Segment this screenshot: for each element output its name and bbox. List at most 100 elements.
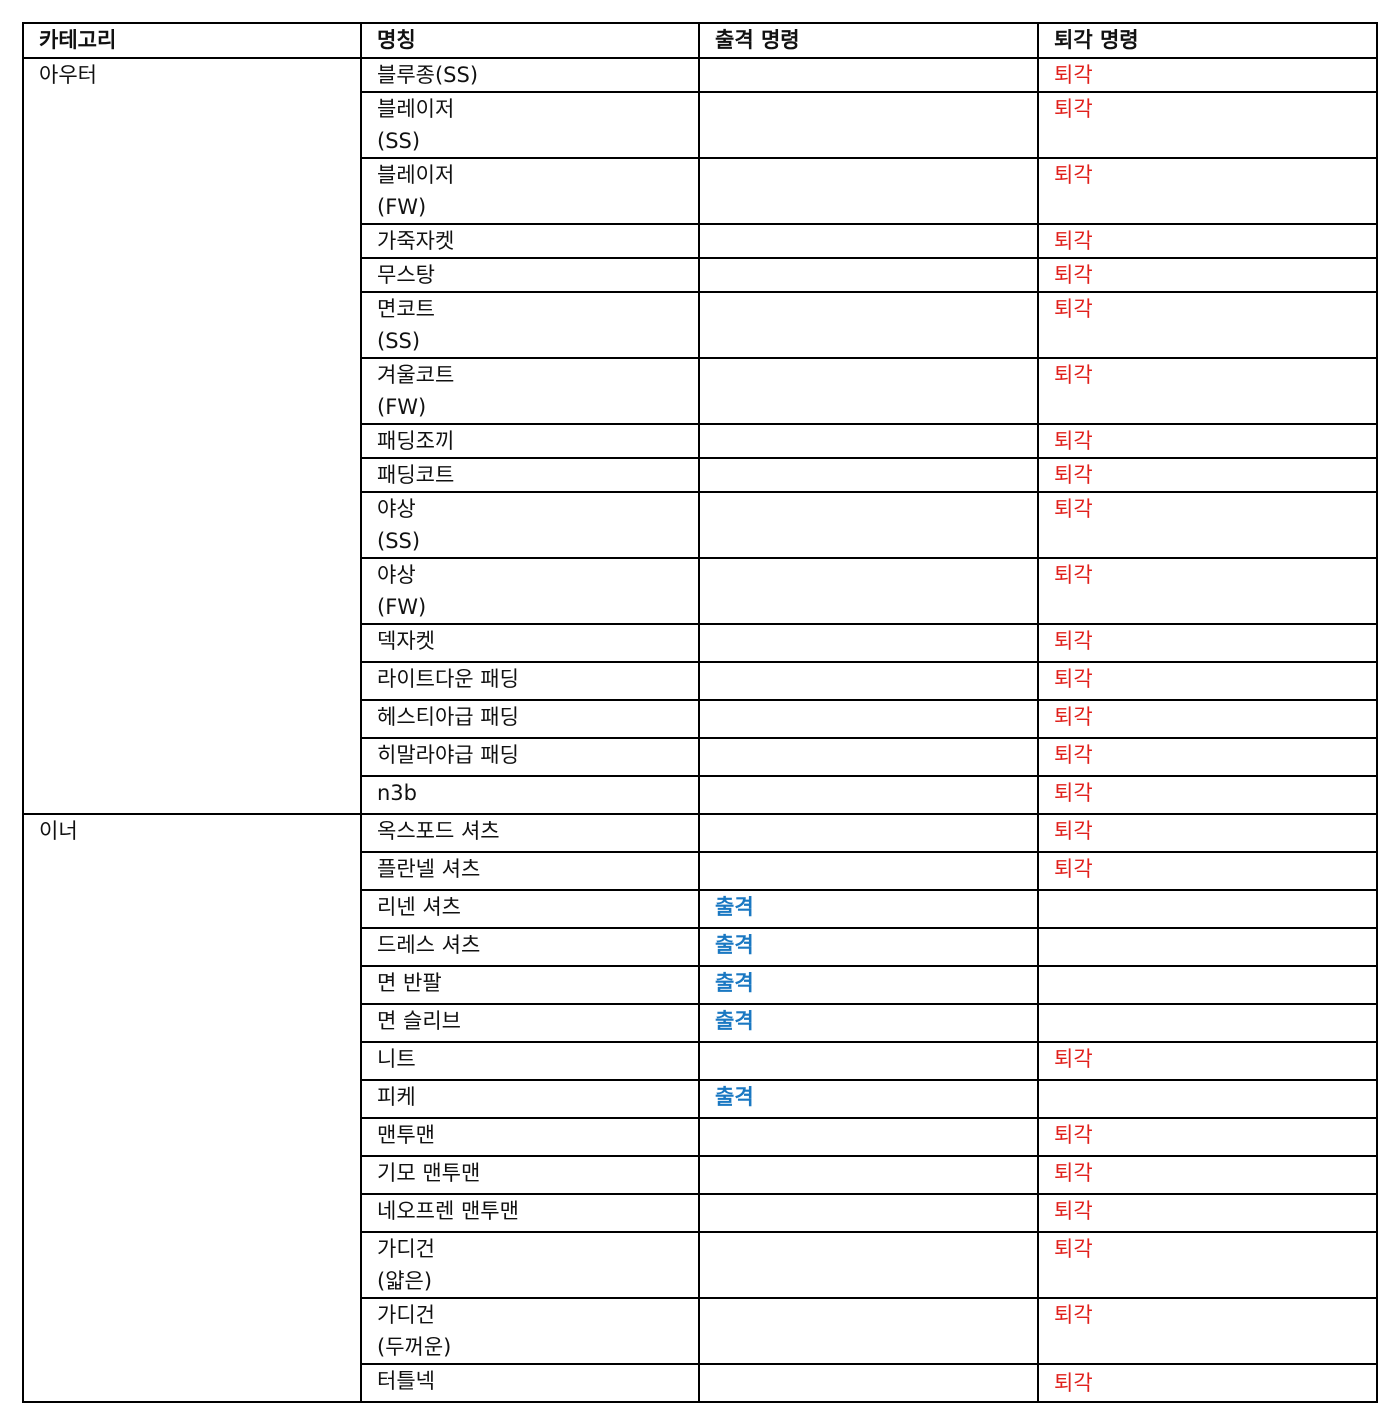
deploy-command-cell	[698, 291, 1039, 359]
category-cell: 아우터	[22, 57, 362, 815]
table-row: 패딩조끼 퇴각	[23, 423, 1378, 459]
table-row: 니트 퇴각	[23, 1041, 1378, 1081]
item-name-line: 맨투맨	[377, 1123, 435, 1147]
retire-command-cell: 퇴각	[1037, 291, 1378, 359]
retire-command-cell: 퇴각	[1037, 157, 1378, 225]
table-header-row: 카테고리 명칭 출격 명령 퇴각 명령	[22, 22, 1378, 59]
table-row: 헤스티아급 패딩 퇴각	[23, 699, 1378, 739]
table-row: 히말라야급 패딩 퇴각	[23, 737, 1378, 777]
item-name-line: 터틀넥	[377, 1369, 435, 1393]
item-name-cell: 겨울코트 (FW)	[360, 357, 700, 425]
retire-label: 퇴각	[1054, 781, 1093, 805]
item-name-cell: n3b	[360, 775, 700, 815]
retire-label: 퇴각	[1054, 297, 1093, 321]
retire-label: 퇴각	[1054, 563, 1093, 587]
item-name-cell: 옥스포드 셔츠	[360, 813, 700, 853]
item-name-cell: 가죽자켓	[360, 223, 700, 259]
item-name-line: 피케	[377, 1085, 416, 1109]
item-name-line: 겨울코트	[377, 363, 455, 387]
retire-command-cell: 퇴각	[1037, 775, 1378, 815]
table-row: 네오프렌 맨투맨 퇴각	[23, 1193, 1378, 1233]
table-row: 덱자켓 퇴각	[23, 623, 1378, 663]
item-name-line: (FW)	[377, 395, 427, 419]
table-row: 아우터 블루종(SS) 퇴각	[22, 57, 1378, 815]
deploy-command-cell: 출격	[698, 1003, 1039, 1043]
table-row: 무스탕 퇴각	[23, 257, 1378, 293]
item-name-line: 블레이저	[377, 97, 455, 121]
retire-label: 퇴각	[1054, 1199, 1093, 1223]
retire-label: 퇴각	[1054, 1047, 1093, 1071]
header-name: 명칭	[360, 22, 700, 59]
retire-label: 퇴각	[1054, 857, 1093, 881]
deploy-command-cell	[698, 423, 1039, 459]
item-name-line: 네오프렌 맨투맨	[377, 1199, 519, 1223]
deploy-command-cell	[698, 1041, 1039, 1081]
deploy-label: 출격	[715, 1085, 754, 1109]
item-name-cell: 면 반팔	[360, 965, 700, 1005]
table-row: 드레스 셔츠 출격	[23, 927, 1378, 967]
item-name-cell: 피케	[360, 1079, 700, 1119]
table-row: 가죽자켓 퇴각	[23, 223, 1378, 259]
item-name-line: 히말라야급 패딩	[377, 743, 519, 767]
deploy-command-cell	[698, 57, 1039, 93]
retire-command-cell: 퇴각	[1037, 661, 1378, 701]
deploy-command-cell	[698, 851, 1039, 891]
table-row: 기모 맨투맨 퇴각	[23, 1155, 1378, 1195]
deploy-command-cell	[698, 491, 1039, 559]
retire-label: 퇴각	[1054, 1303, 1093, 1327]
deploy-command-cell	[698, 737, 1039, 777]
retire-command-cell: 퇴각	[1037, 1155, 1378, 1195]
deploy-command-cell	[698, 357, 1039, 425]
header-category: 카테고리	[22, 22, 362, 59]
deploy-command-cell	[698, 457, 1039, 493]
retire-command-cell: 퇴각	[1037, 699, 1378, 739]
item-name-line: (SS)	[377, 329, 421, 353]
item-name-line: 기모 맨투맨	[377, 1161, 481, 1185]
item-name-line: 헤스티아급 패딩	[377, 705, 519, 729]
deploy-command-cell	[698, 257, 1039, 293]
deploy-command-cell: 출격	[698, 927, 1039, 967]
item-name-cell: 블레이저 (FW)	[360, 157, 700, 225]
retire-command-cell: 퇴각	[1037, 57, 1378, 93]
item-name-line: 플란넬 셔츠	[377, 857, 481, 881]
retire-command-cell: 퇴각	[1037, 851, 1378, 891]
item-name-line: 면코트	[377, 297, 435, 321]
item-name-line: 야상	[377, 563, 416, 587]
item-name-cell: 드레스 셔츠	[360, 927, 700, 967]
table-row: 야상 (FW) 퇴각	[23, 557, 1378, 625]
item-name-cell: 야상 (SS)	[360, 491, 700, 559]
item-name-cell: 플란넬 셔츠	[360, 851, 700, 891]
deploy-command-cell	[698, 699, 1039, 739]
deploy-command-cell	[698, 1297, 1039, 1365]
retire-command-cell: 퇴각	[1037, 623, 1378, 663]
retire-command-cell	[1037, 1003, 1378, 1043]
retire-label: 퇴각	[1054, 1161, 1093, 1185]
deploy-command-cell	[698, 1117, 1039, 1157]
item-name-line: 블레이저	[377, 163, 455, 187]
retire-command-cell: 퇴각	[1037, 257, 1378, 293]
category-cell: 이너	[22, 813, 362, 1403]
item-name-cell: 덱자켓	[360, 623, 700, 663]
retire-label: 퇴각	[1054, 63, 1093, 87]
deploy-command-cell	[698, 623, 1039, 663]
item-name-line: 드레스 셔츠	[377, 933, 481, 957]
item-name-line: (FW)	[377, 595, 427, 619]
header-retire-command: 퇴각 명령	[1037, 22, 1378, 59]
item-name-cell: 터틀넥	[360, 1363, 700, 1403]
retire-label: 퇴각	[1054, 1371, 1093, 1395]
item-name-line: (두꺼운)	[377, 1335, 452, 1359]
item-name-line: 가디건	[377, 1237, 435, 1261]
table-row: 면 반팔 출격	[23, 965, 1378, 1005]
item-name-cell: 블루종(SS)	[360, 57, 700, 93]
table-row: 겨울코트 (FW) 퇴각	[23, 357, 1378, 425]
item-name-cell: 블레이저 (SS)	[360, 91, 700, 159]
item-name-cell: 면 슬리브	[360, 1003, 700, 1043]
deploy-command-cell: 출격	[698, 889, 1039, 929]
retire-label: 퇴각	[1054, 743, 1093, 767]
item-name-line: 패딩코트	[377, 463, 455, 487]
item-name-line: 패딩조끼	[377, 429, 455, 453]
retire-command-cell: 퇴각	[1037, 1193, 1378, 1233]
retire-label: 퇴각	[1054, 229, 1093, 253]
retire-label: 퇴각	[1054, 429, 1093, 453]
